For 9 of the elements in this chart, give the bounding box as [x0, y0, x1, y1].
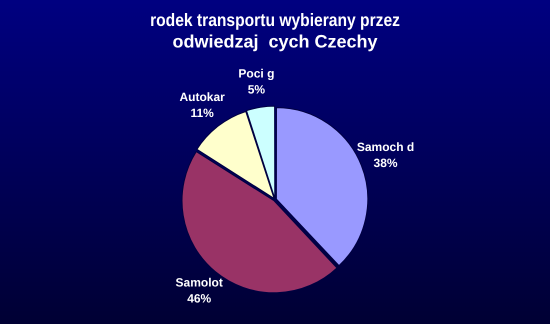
data-label: 11%	[190, 106, 214, 120]
slice-label: Poci g	[238, 66, 274, 80]
data-label: 46%	[187, 292, 212, 306]
slice-label: Samoch d	[356, 140, 414, 154]
data-label: 38%	[374, 156, 398, 170]
slice-label: Samolot	[176, 276, 223, 290]
chart-title: rodek transportu wybierany przez odwiedzaj cych Czechy	[150, 10, 400, 52]
data-label: 5%	[248, 82, 266, 96]
slice-label: Autokar	[179, 90, 226, 104]
